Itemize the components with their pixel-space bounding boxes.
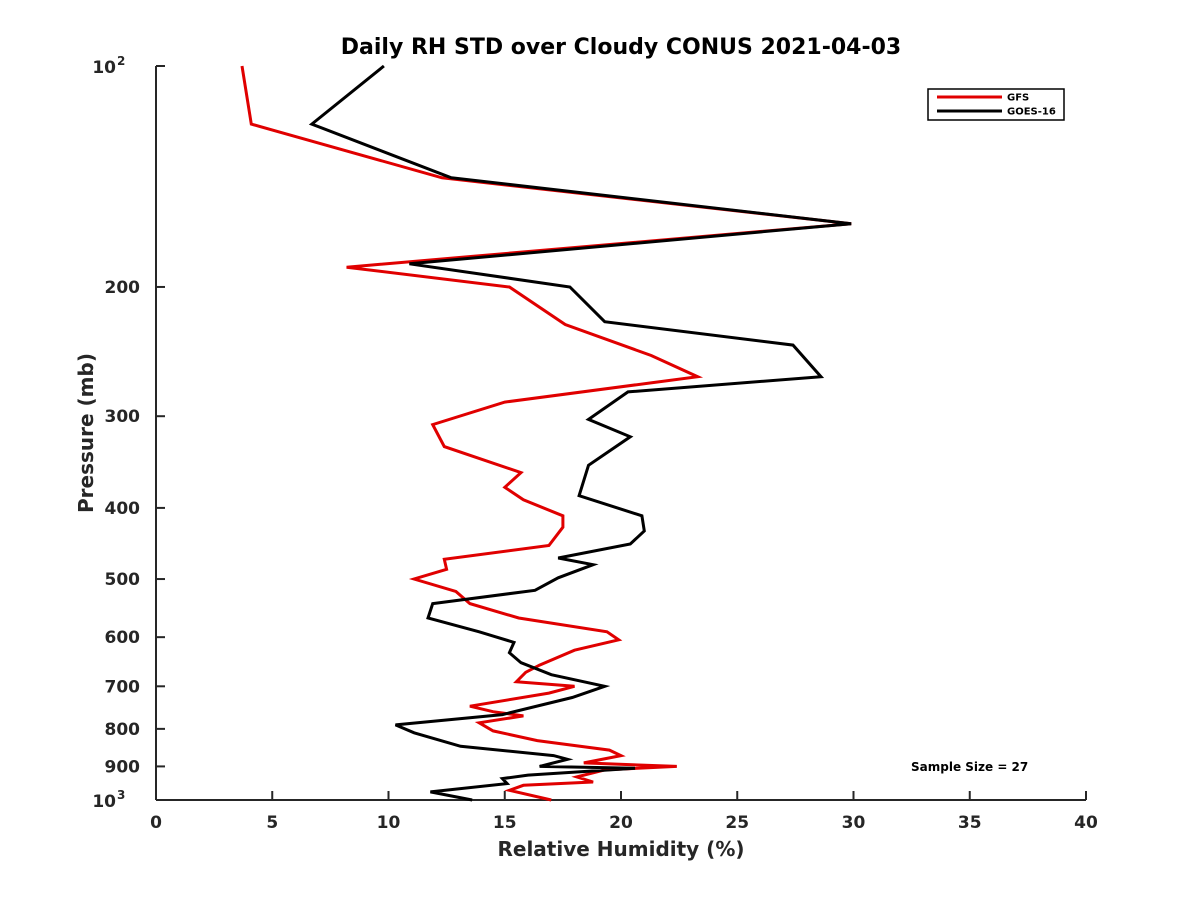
y-tick-label: 200: [105, 278, 141, 298]
y-tick-label: 500: [105, 570, 141, 590]
y-tick-exponent: 2: [117, 54, 125, 68]
x-tick-label: 25: [725, 813, 749, 833]
x-tick-label: 35: [958, 813, 982, 833]
y-tick-label: 800: [105, 720, 141, 740]
legend-entries: GFS GOES-16: [937, 93, 1056, 118]
x-axis-ticks: 0 5 10 15 20 25 30 35 40: [150, 791, 1098, 833]
x-tick-label: 10: [377, 813, 401, 833]
x-tick-label: 15: [493, 813, 517, 833]
series-line-gfs: [240, 65, 852, 802]
x-tick-label: 5: [266, 813, 278, 833]
x-tick-label: 20: [609, 813, 633, 833]
x-tick-label: 0: [150, 813, 162, 833]
legend: GFS GOES-16: [927, 88, 1065, 121]
series-line-goes-16: [308, 64, 852, 802]
y-tick-label: 600: [105, 628, 141, 648]
y-tick-label: 900: [105, 757, 141, 777]
y-tick-label: 300: [105, 407, 141, 427]
x-axis-label: Relative Humidity (%): [497, 837, 744, 861]
chart-title: Daily RH STD over Cloudy CONUS 2021-04-0…: [341, 35, 901, 60]
x-tick-label: 30: [842, 813, 866, 833]
legend-label: GOES-16: [1007, 107, 1056, 118]
legend-label: GFS: [1007, 93, 1029, 104]
y-tick-label: 400: [105, 499, 141, 519]
legend-box: [927, 88, 1065, 121]
plot-area: 0 5 10 15 20 25 30 35 40 10 220030040050060070080…: [92, 54, 1098, 833]
series-lines: [240, 64, 852, 802]
sample-size-annotation: Sample Size = 27: [911, 760, 1028, 774]
y-tick-label: 700: [105, 677, 141, 697]
y-tick-label: 10: [92, 58, 116, 78]
y-tick-label: 10: [92, 792, 116, 812]
y-tick-exponent: 3: [117, 788, 125, 802]
x-tick-label: 40: [1074, 813, 1098, 833]
y-axis-label: Pressure (mb): [74, 353, 98, 513]
